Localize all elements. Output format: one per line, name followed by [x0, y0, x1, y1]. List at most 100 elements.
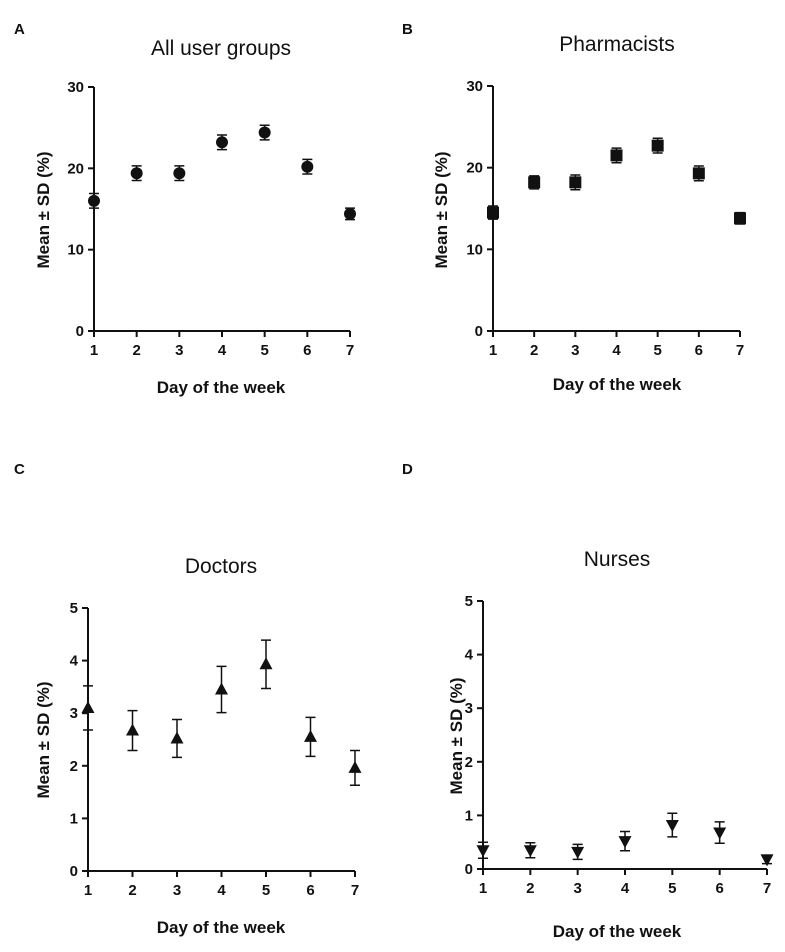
chart-title-a: All user groups: [151, 37, 291, 60]
y-tick-label-c: 3: [70, 705, 78, 722]
x-tick-label-c: 7: [351, 882, 359, 899]
x-tick-label-a: 2: [132, 342, 140, 359]
x-tick-label-b: 1: [489, 342, 497, 359]
data-point-a: [258, 126, 271, 139]
y-tick-label-c: 1: [70, 810, 78, 827]
x-tick-label-b: 3: [571, 342, 579, 359]
x-tick-label-b: 6: [695, 342, 703, 359]
x-tick-label-c: 6: [306, 882, 314, 899]
panel-c: C Doctors Day of the week Mean ± SD (%) …: [14, 461, 362, 937]
data-point-d: [713, 827, 727, 840]
data-point-a: [88, 194, 100, 207]
y-tick-label-d: 3: [465, 700, 473, 717]
y-tick-label-d: 4: [465, 647, 474, 664]
plot-area-a: 0 10 20 30 1 2 3 4 5 6 7: [67, 79, 356, 359]
y-tick-label-a: 30: [67, 79, 84, 96]
y-tick-label-d: 0: [465, 861, 473, 878]
panel-letter-d: D: [402, 461, 413, 478]
data-point-a: [301, 160, 314, 173]
x-tick-label-a: 5: [260, 342, 268, 359]
y-axis-label-d: Mean ± SD (%): [447, 677, 466, 794]
x-tick-label-b: 2: [530, 342, 538, 359]
x-tick-label-d: 5: [668, 880, 676, 897]
data-point-c: [170, 731, 184, 744]
data-point-d: [618, 836, 632, 849]
y-tick-label-b: 0: [475, 323, 483, 340]
x-tick-label-c: 1: [84, 882, 92, 899]
data-point-b: [487, 206, 499, 219]
x-tick-label-b: 5: [653, 342, 661, 359]
data-point-d: [571, 846, 585, 859]
data-point-c: [304, 729, 317, 742]
data-point-d: [476, 845, 490, 858]
x-tick-label-d: 2: [526, 880, 534, 897]
x-tick-label-c: 5: [262, 882, 270, 899]
data-point-c: [348, 760, 362, 773]
x-tick-label-d: 4: [621, 880, 630, 897]
data-point-b: [569, 176, 582, 189]
x-tick-label-d: 1: [479, 880, 487, 897]
panel-a: A All user groups Day of the week Mean ±…: [14, 21, 356, 397]
panel-letter-c: C: [14, 461, 25, 478]
data-point-b: [528, 176, 541, 189]
data-point-d: [523, 845, 537, 858]
x-axis-label-c: Day of the week: [157, 918, 286, 937]
y-tick-label-d: 1: [465, 807, 473, 824]
data-point-d: [665, 820, 679, 833]
panel-letter-b: B: [402, 21, 413, 38]
y-tick-label-c: 4: [70, 653, 79, 670]
x-axis-label-b: Day of the week: [553, 375, 682, 394]
y-tick-label-c: 0: [70, 863, 78, 880]
panel-d: D Nurses Day of the week Mean ± SD (%) 0…: [402, 461, 774, 941]
data-point-a: [344, 207, 356, 220]
plot-area-b: 0 10 20 30 1 2 3 4 5 6 7: [466, 78, 746, 359]
y-tick-label-a: 20: [67, 160, 84, 177]
y-tick-label-b: 20: [466, 160, 483, 177]
x-tick-label-a: 6: [303, 342, 311, 359]
y-tick-label-c: 2: [70, 758, 78, 775]
y-tick-label-b: 10: [466, 241, 483, 258]
x-tick-label-c: 4: [217, 882, 226, 899]
x-tick-label-d: 7: [763, 880, 771, 897]
data-point-b: [610, 149, 623, 162]
data-point-c: [215, 682, 228, 695]
chart-title-c: Doctors: [185, 555, 257, 578]
data-point-a: [216, 136, 228, 149]
data-point-d: [760, 854, 774, 867]
chart-title-d: Nurses: [584, 548, 651, 571]
y-tick-label-b: 30: [466, 78, 483, 95]
y-tick-label-d: 5: [465, 593, 473, 610]
chart-title-b: Pharmacists: [559, 33, 675, 56]
x-tick-label-a: 4: [218, 342, 227, 359]
x-axis-label-a: Day of the week: [157, 378, 286, 397]
x-tick-label-b: 7: [736, 342, 744, 359]
data-point-a: [173, 167, 186, 180]
y-tick-label-a: 10: [67, 242, 84, 259]
data-point-c: [81, 700, 95, 713]
x-tick-label-d: 3: [573, 880, 581, 897]
data-point-a: [130, 167, 143, 180]
y-axis-label-a: Mean ± SD (%): [34, 151, 53, 268]
panel-b: B Pharmacists Day of the week Mean ± SD …: [402, 21, 746, 394]
y-tick-label-c: 5: [70, 600, 78, 617]
y-axis-label-c: Mean ± SD (%): [34, 681, 53, 798]
x-tick-label-c: 2: [128, 882, 136, 899]
y-tick-label-d: 2: [465, 754, 473, 771]
data-point-b: [651, 139, 664, 152]
x-tick-label-a: 3: [175, 342, 183, 359]
y-axis-label-b: Mean ± SD (%): [432, 151, 451, 268]
x-tick-label-a: 7: [346, 342, 354, 359]
x-tick-label-b: 4: [612, 342, 621, 359]
data-point-b: [734, 212, 746, 225]
data-point-c: [126, 723, 139, 736]
x-tick-label-c: 3: [173, 882, 181, 899]
data-point-c: [259, 657, 273, 670]
x-tick-label-d: 6: [715, 880, 723, 897]
y-tick-label-a: 0: [76, 323, 84, 340]
panel-letter-a: A: [14, 21, 25, 38]
data-point-b: [692, 167, 705, 180]
x-tick-label-a: 1: [90, 342, 98, 359]
